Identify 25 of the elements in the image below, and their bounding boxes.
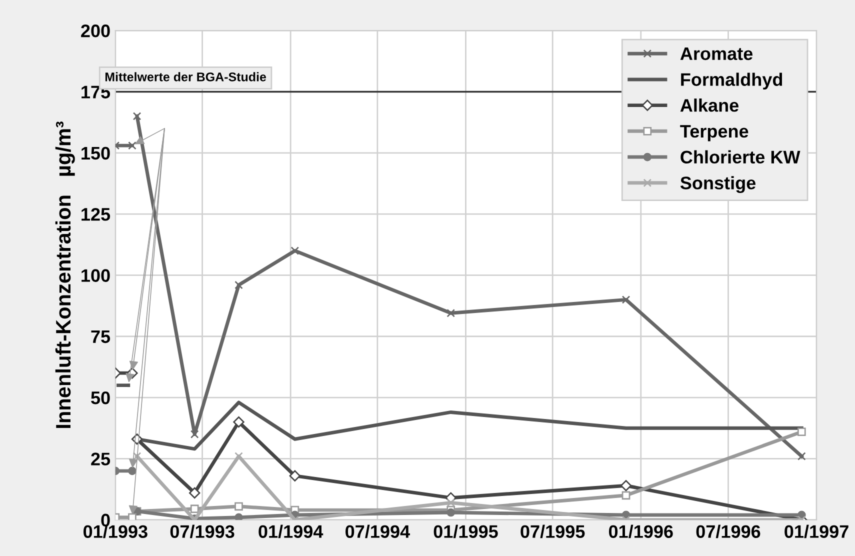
legend-label: Terpene xyxy=(680,125,748,142)
y-axis-title: Innenluft-Konzentration µg/m³ xyxy=(55,122,75,428)
x-tick-label: 07/1995 xyxy=(520,524,585,538)
y-tick-label: 25 xyxy=(91,452,110,466)
x-tick-label: 01/1997 xyxy=(784,524,848,538)
legend-label: Chlorierte KW xyxy=(680,150,800,164)
legend-label: Alkane xyxy=(680,98,738,112)
y-tick-label: 0 xyxy=(101,514,110,527)
y-tick-label: 100 xyxy=(82,269,110,282)
annotation: Mittelwerte der BGA-Studie xyxy=(105,72,266,82)
x-tick-label: 07/1996 xyxy=(696,524,760,538)
legend-label: Formaldhyd xyxy=(681,72,782,90)
y-tick-label: 150 xyxy=(82,146,110,160)
x-tick-label: 07/1993 xyxy=(170,524,234,538)
x-tick-label: 01/1996 xyxy=(608,524,673,538)
y-tick-label: 75 xyxy=(91,330,110,344)
x-tick-label: 07/1994 xyxy=(346,524,410,538)
x-tick-label: 01/1993 xyxy=(84,524,148,538)
x-tick-label: 01/1995 xyxy=(434,524,498,538)
y-tick-label: 50 xyxy=(91,391,110,404)
y-tick-label: 200 xyxy=(81,24,110,38)
y-tick-label: 125 xyxy=(82,208,110,221)
legend-label: Sonstige xyxy=(680,176,756,194)
legend-label: Aromate xyxy=(680,47,753,60)
x-tick-label: 01/1994 xyxy=(258,524,324,538)
